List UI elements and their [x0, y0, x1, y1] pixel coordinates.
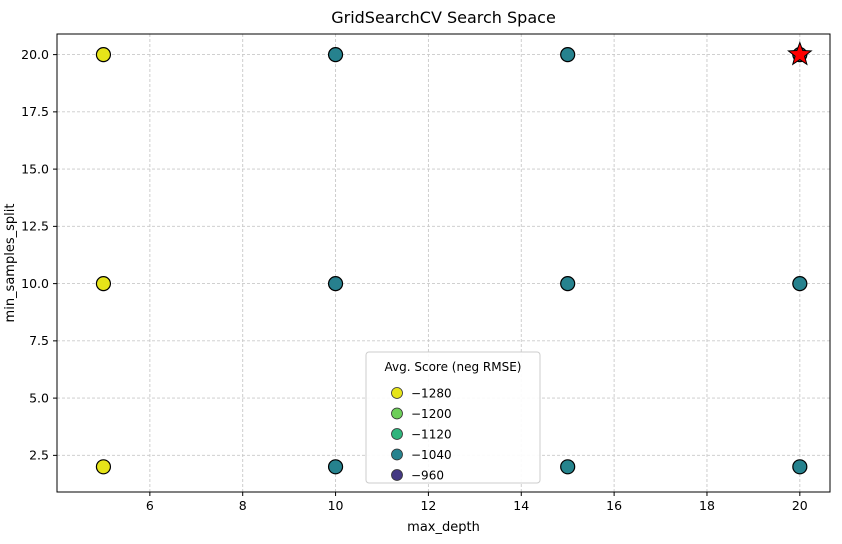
- x-tick-label: 16: [606, 498, 622, 513]
- legend-swatch: [391, 428, 403, 440]
- legend-box: [365, 351, 541, 484]
- data-point: [95, 459, 112, 475]
- chart-title: GridSearchCV Search Space: [331, 8, 556, 27]
- x-tick-label: 14: [513, 498, 529, 513]
- data-point: [327, 47, 344, 63]
- data-point: [792, 459, 808, 475]
- x-axis-label: max_depth: [407, 520, 480, 535]
- data-point: [560, 276, 576, 292]
- legend-label: −1040: [411, 448, 452, 462]
- data-point: [792, 276, 808, 292]
- x-tick-label: 12: [420, 498, 436, 513]
- data-point: [95, 276, 112, 292]
- data-point: [560, 459, 576, 475]
- legend-layer: Avg. Score (neg RMSE) −1280 −1200 −1120 −104…: [365, 351, 541, 484]
- x-tick-label: 18: [699, 498, 715, 513]
- y-tick-label: 5.0: [29, 390, 49, 405]
- data-point: [327, 459, 344, 475]
- y-axis-label: min_samples_split: [3, 204, 18, 323]
- axes-frame-layer: [56, 33, 831, 493]
- y-tick-label: 2.5: [29, 448, 49, 463]
- y-tick-label: 10.0: [21, 276, 49, 291]
- legend-swatch: [391, 407, 403, 420]
- legend-label: −1120: [411, 427, 452, 441]
- x-tick-label: 20: [792, 498, 808, 513]
- data-point: [327, 276, 344, 292]
- x-tick-label: 8: [239, 498, 247, 513]
- x-tick-label: 10: [328, 498, 344, 513]
- ticks-layer: 6 8 10 12 14 16 18 20 2.5 5.0 7.5 10.0 12.5 15.0 17.5 2…: [21, 47, 808, 513]
- legend-title: Avg. Score (neg RMSE): [385, 360, 522, 374]
- axes-frame: [56, 33, 831, 493]
- legend-label: −1200: [411, 407, 452, 421]
- legend-swatch: [391, 469, 403, 481]
- x-tick-label: 6: [146, 498, 154, 513]
- data-point: [95, 47, 112, 63]
- points-layer: [95, 41, 813, 475]
- y-tick-label: 12.5: [21, 219, 49, 234]
- y-tick-label: 7.5: [29, 333, 49, 348]
- best-point-star: [787, 41, 813, 66]
- y-tick-label: 15.0: [21, 161, 49, 176]
- legend-swatch: [391, 387, 403, 399]
- data-point: [560, 47, 576, 63]
- legend-label: −960: [411, 468, 444, 482]
- y-tick-label: 20.0: [21, 47, 49, 62]
- y-tick-label: 17.5: [21, 104, 49, 119]
- legend-label: −1280: [411, 386, 452, 400]
- legend-swatch: [391, 448, 403, 461]
